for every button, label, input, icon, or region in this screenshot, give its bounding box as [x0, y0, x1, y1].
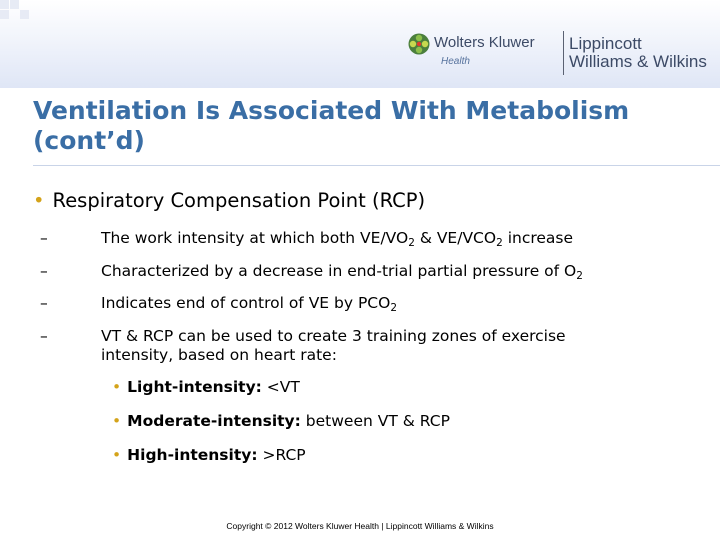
slide-title-line2: (cont’d)	[33, 126, 145, 155]
title-divider	[33, 165, 720, 166]
logo-divider	[563, 31, 564, 75]
logo-wolters-kluwer-text: Wolters Kluwer	[434, 34, 535, 51]
subpoint-1-text: The work intensity at which both VE/VO2 …	[101, 229, 574, 249]
slide-title-line1: Ventilation Is Associated With Metabolis…	[33, 96, 630, 125]
logo-williams-wilkins-text: Williams & Wilkins	[569, 52, 707, 71]
zone-light-label: Light-intensity:	[127, 378, 262, 396]
zone-high-value: >RCP	[257, 446, 306, 464]
logo-lippincott-text: Lippincott	[569, 34, 642, 53]
subpoint-4-text: VT & RCP can be used to create 3 trainin…	[101, 327, 681, 365]
slide-title: Ventilation Is Associated With Metabolis…	[33, 96, 713, 156]
subpoint-4-line1: VT & RCP can be used to create 3 trainin…	[101, 327, 566, 345]
zone-light: • Light-intensity: <VT	[112, 378, 300, 396]
zone-moderate-label: Moderate-intensity:	[127, 412, 301, 430]
zone-high: • High-intensity: >RCP	[112, 446, 306, 464]
wolters-kluwer-logo-icon	[408, 33, 430, 55]
main-bullet-dot: •	[33, 189, 45, 212]
decorative-squares	[0, 0, 60, 20]
copyright-footer: Copyright © 2012 Wolters Kluwer Health |…	[226, 521, 494, 531]
subpoint-dash: –	[40, 294, 48, 312]
zone-bullet: •	[112, 446, 122, 464]
main-bullet: • Respiratory Compensation Point (RCP)	[33, 189, 425, 212]
zone-light-value: <VT	[261, 378, 300, 396]
zone-moderate: • Moderate-intensity: between VT & RCP	[112, 412, 450, 430]
subpoint-dash: –	[40, 229, 48, 247]
subpoint-3-text: Indicates end of control of VE by PCO2	[101, 294, 398, 314]
main-bullet-text: Respiratory Compensation Point (RCP)	[52, 189, 426, 212]
subpoint-dash: –	[40, 262, 48, 280]
logo-health-text: Health	[441, 56, 470, 67]
subpoint-2-text: Characterized by a decrease in end-trial…	[101, 262, 583, 282]
header-band: Wolters Kluwer Health Lippincott William…	[0, 0, 720, 88]
subpoint-4-line2: intensity, based on heart rate:	[101, 346, 337, 364]
subpoint-dash: –	[40, 327, 48, 345]
zone-high-label: High-intensity:	[127, 446, 258, 464]
zone-moderate-value: between VT & RCP	[300, 412, 450, 430]
zone-bullet: •	[112, 378, 122, 396]
zone-bullet: •	[112, 412, 122, 430]
